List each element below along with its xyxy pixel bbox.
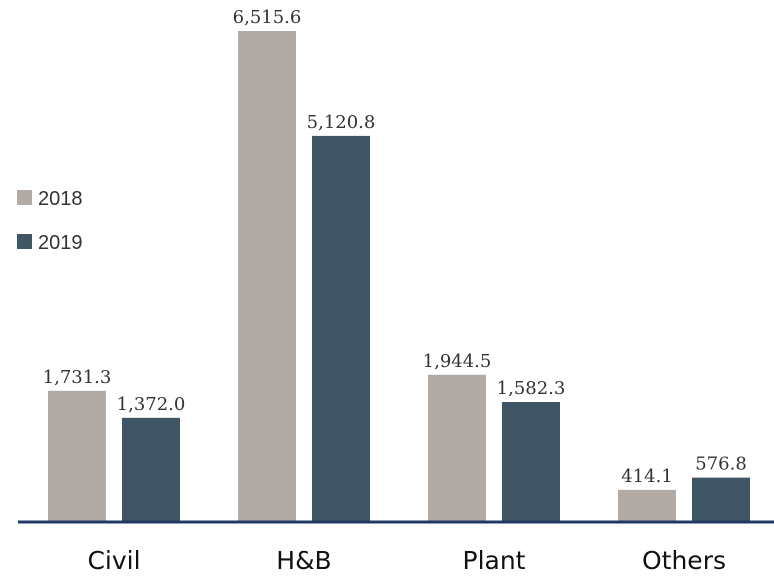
bars-group (48, 31, 750, 521)
value-label-others-2019: 576.8 (695, 454, 747, 475)
value-label-h-b-2019: 5,120.8 (307, 112, 376, 133)
category-label-plant: Plant (463, 546, 526, 575)
bar-plant-2018 (428, 374, 486, 521)
bar-h-b-2018 (238, 31, 296, 521)
bar-h-b-2019 (312, 135, 370, 521)
bar-civil-2018 (48, 390, 106, 521)
value-label-others-2018: 414.1 (621, 466, 673, 487)
legend-swatch-2018 (17, 190, 32, 205)
value-labels-group: 1,731.3 6,515.6 1,944.5 414.1 1,372.0 5,120.8… (43, 7, 747, 487)
value-label-civil-2018: 1,731.3 (43, 367, 112, 388)
value-label-h-b-2018: 6,515.6 (233, 7, 302, 28)
value-label-plant-2019: 1,582.3 (497, 378, 566, 399)
legend-label-2019: 2019 (38, 232, 83, 254)
value-label-civil-2019: 1,372.0 (117, 394, 186, 415)
category-label-h-b: H&B (276, 546, 331, 575)
legend: 2018 2019 (17, 188, 83, 254)
legend-swatch-2019 (17, 234, 32, 249)
value-label-plant-2018: 1,944.5 (423, 351, 492, 372)
bar-others-2018 (618, 489, 676, 521)
category-labels-group: Civil H&B Plant Others (87, 546, 726, 575)
category-label-civil: Civil (87, 546, 140, 575)
category-label-others: Others (642, 546, 726, 575)
bar-civil-2019 (122, 417, 180, 521)
bar-others-2019 (692, 477, 750, 521)
legend-label-2018: 2018 (38, 188, 83, 210)
bar-plant-2019 (502, 402, 560, 521)
